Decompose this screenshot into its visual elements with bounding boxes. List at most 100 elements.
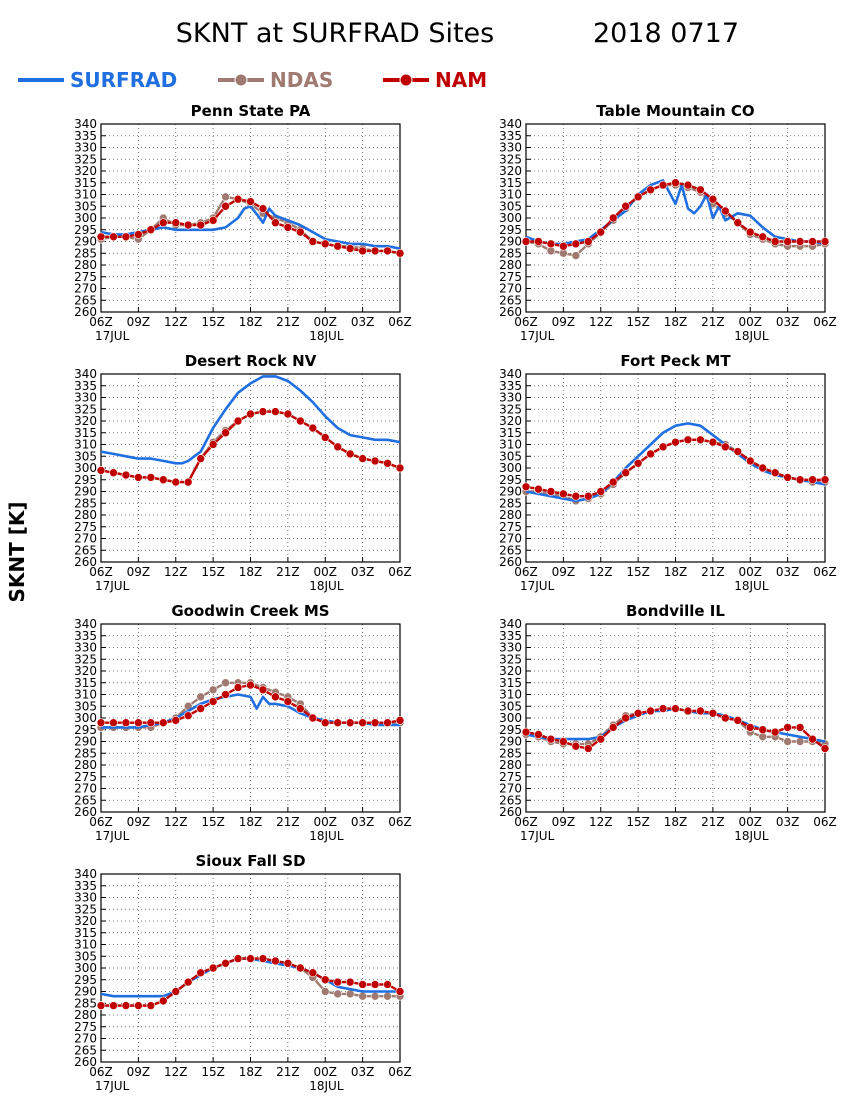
y-tick-label: 275 (499, 520, 522, 534)
data-point (733, 447, 743, 456)
data-point (333, 718, 343, 728)
data-point (658, 180, 668, 190)
y-tick-label: 325 (74, 152, 97, 166)
y-tick-label: 310 (499, 188, 522, 202)
y-tick-label: 265 (499, 293, 522, 307)
data-point (683, 180, 693, 190)
data-point (608, 213, 618, 223)
data-point (808, 475, 817, 485)
data-point (758, 232, 768, 242)
x-tick-label: 03Z (351, 565, 375, 579)
data-point (283, 697, 293, 706)
y-tick-label: 270 (499, 282, 522, 296)
y-tick-label: 305 (74, 449, 97, 463)
data-point (395, 716, 405, 725)
data-point (358, 980, 367, 989)
data-point (308, 968, 318, 978)
data-point (758, 463, 768, 473)
data-point (258, 685, 268, 695)
data-point (221, 690, 230, 699)
y-tick-label: 325 (74, 652, 97, 666)
legend-item-nam: NAM (383, 68, 487, 92)
data-point (246, 680, 255, 690)
x-tick-label: 21Z (276, 815, 300, 829)
y-tick-label: 340 (74, 367, 97, 381)
y-tick-label: 330 (74, 891, 97, 905)
data-point (783, 473, 792, 482)
data-point (708, 708, 718, 718)
y-tick-label: 340 (499, 617, 522, 631)
y-tick-label: 290 (74, 235, 97, 249)
series-nam (96, 954, 405, 1010)
series-line (100, 205, 401, 250)
data-point (770, 468, 780, 478)
y-tick-label: 330 (499, 141, 522, 155)
data-point (345, 718, 355, 728)
data-point (183, 711, 193, 720)
x-tick-label: 18Z (239, 315, 263, 329)
data-point (820, 237, 830, 246)
y-tick-label: 260 (74, 1055, 97, 1069)
x-date-label: 18JUL (309, 1079, 344, 1093)
x-tick-label: 03Z (351, 815, 375, 829)
panel-title: Goodwin Creek MS (171, 602, 329, 620)
data-point (183, 477, 193, 487)
data-point (208, 216, 218, 225)
data-point (633, 458, 643, 468)
data-point (258, 204, 268, 213)
x-date-label: 17JUL (95, 829, 130, 843)
data-point (708, 437, 718, 447)
x-tick-label: 06Z (813, 815, 837, 829)
y-tick-label: 335 (74, 629, 97, 643)
y-tick-label: 295 (74, 723, 97, 737)
data-point (546, 239, 556, 249)
data-point (158, 718, 168, 728)
data-point (571, 491, 581, 501)
data-point (283, 409, 293, 419)
data-point (233, 683, 243, 692)
data-point (296, 416, 305, 426)
y-tick-label: 290 (499, 235, 522, 249)
x-tick-label: 15Z (201, 565, 225, 579)
x-tick-label: 21Z (701, 565, 725, 579)
y-tick-label: 290 (74, 735, 97, 749)
data-point (571, 741, 581, 751)
data-point (646, 706, 655, 716)
data-point (158, 996, 168, 1006)
x-tick-label: 06Z (514, 815, 538, 829)
grid (100, 623, 401, 813)
legend-item-surfrad: SURFRAD (18, 68, 177, 92)
x-tick-label: 15Z (201, 315, 225, 329)
data-point (395, 248, 405, 258)
y-tick-label: 335 (74, 129, 97, 143)
x-tick-label: 15Z (626, 565, 650, 579)
y-tick-label: 260 (74, 305, 97, 319)
data-point (271, 956, 280, 966)
x-tick-label: 09Z (552, 565, 576, 579)
x-date-label: 18JUL (309, 579, 344, 593)
y-tick-label: 325 (74, 402, 97, 416)
data-point (171, 987, 181, 996)
data-point (345, 989, 355, 999)
data-point (333, 241, 343, 251)
data-point (820, 475, 830, 485)
data-point (171, 218, 181, 227)
data-point (308, 237, 318, 246)
data-point (246, 197, 255, 206)
y-tick-label: 340 (74, 117, 97, 131)
y-tick-label: 275 (74, 770, 97, 784)
y-tick-label: 335 (499, 379, 522, 393)
x-tick-label: 06Z (89, 1065, 113, 1079)
x-tick-label: 00Z (739, 315, 763, 329)
y-tick-label: 315 (499, 676, 522, 690)
data-point (783, 237, 792, 246)
data-point (795, 737, 805, 746)
x-tick-label: 06Z (89, 315, 113, 329)
y-tick-label: 280 (74, 258, 97, 272)
y-tick-label: 295 (499, 223, 522, 237)
y-tick-label: 270 (499, 782, 522, 796)
grid (100, 873, 401, 1063)
data-point (258, 954, 268, 963)
y-tick-label: 280 (74, 758, 97, 772)
series-nam (521, 435, 830, 501)
